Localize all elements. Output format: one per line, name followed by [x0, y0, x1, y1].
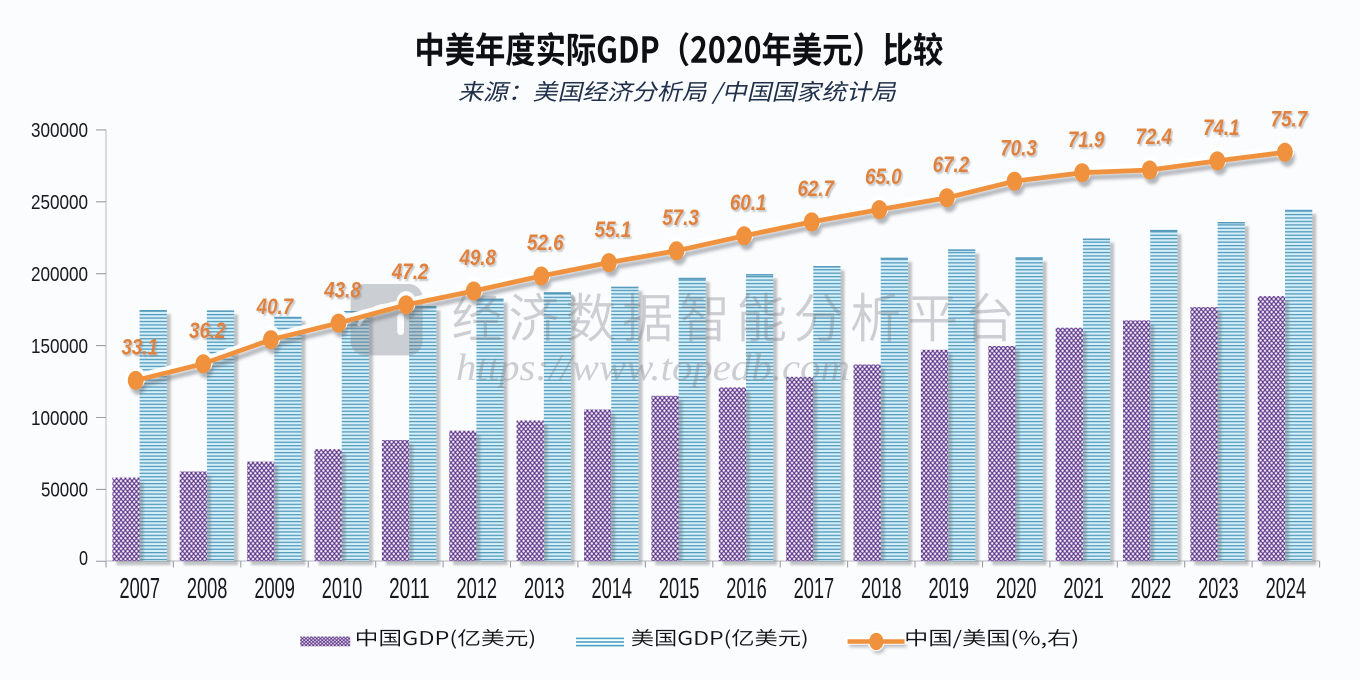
- svg-text:47.2: 47.2: [391, 259, 429, 284]
- svg-text:2009: 2009: [254, 573, 295, 605]
- svg-text:52.6: 52.6: [527, 230, 564, 255]
- svg-text:60.1: 60.1: [730, 190, 767, 215]
- svg-text:49.8: 49.8: [459, 245, 497, 270]
- svg-text:0: 0: [79, 547, 88, 570]
- svg-text:150000: 150000: [31, 335, 88, 358]
- svg-text:2024: 2024: [1266, 573, 1307, 605]
- svg-text:70.3: 70.3: [1000, 135, 1037, 160]
- svg-text:50000: 50000: [41, 479, 88, 502]
- svg-text:43.8: 43.8: [323, 277, 361, 302]
- svg-text:2013: 2013: [524, 573, 565, 605]
- svg-text:62.7: 62.7: [797, 176, 835, 201]
- svg-text:55.1: 55.1: [595, 217, 632, 242]
- svg-text:2021: 2021: [1063, 573, 1104, 605]
- svg-text:75.7: 75.7: [1271, 107, 1309, 132]
- svg-text:72.4: 72.4: [1135, 124, 1172, 149]
- svg-text:300000: 300000: [31, 119, 88, 142]
- svg-text:57.3: 57.3: [662, 205, 699, 230]
- svg-text:74.1: 74.1: [1203, 115, 1240, 140]
- svg-text:33.1: 33.1: [121, 335, 158, 360]
- svg-text:2016: 2016: [726, 573, 767, 605]
- svg-text:71.9: 71.9: [1068, 127, 1105, 152]
- svg-text:2017: 2017: [794, 573, 835, 605]
- svg-text:2018: 2018: [861, 573, 902, 605]
- svg-text:https://www.topedb.com: https://www.topedb.com: [456, 347, 850, 389]
- svg-text:2011: 2011: [389, 573, 430, 605]
- svg-text:2019: 2019: [929, 573, 970, 605]
- svg-text:67.2: 67.2: [933, 152, 970, 177]
- svg-text:40.7: 40.7: [256, 294, 295, 319]
- svg-text:2010: 2010: [322, 573, 363, 605]
- svg-text:200000: 200000: [31, 263, 88, 286]
- svg-text:36.2: 36.2: [189, 318, 226, 343]
- svg-text:2008: 2008: [187, 573, 228, 605]
- svg-text:2007: 2007: [119, 573, 160, 605]
- svg-text:2020: 2020: [996, 573, 1037, 605]
- svg-text:2022: 2022: [1131, 573, 1172, 605]
- svg-text:2012: 2012: [457, 573, 498, 605]
- svg-text:65.0: 65.0: [865, 164, 902, 189]
- svg-text:250000: 250000: [31, 191, 88, 214]
- svg-text:100000: 100000: [31, 407, 88, 430]
- svg-text:2023: 2023: [1198, 573, 1239, 605]
- svg-text:2015: 2015: [659, 573, 700, 605]
- svg-text:2014: 2014: [591, 573, 632, 605]
